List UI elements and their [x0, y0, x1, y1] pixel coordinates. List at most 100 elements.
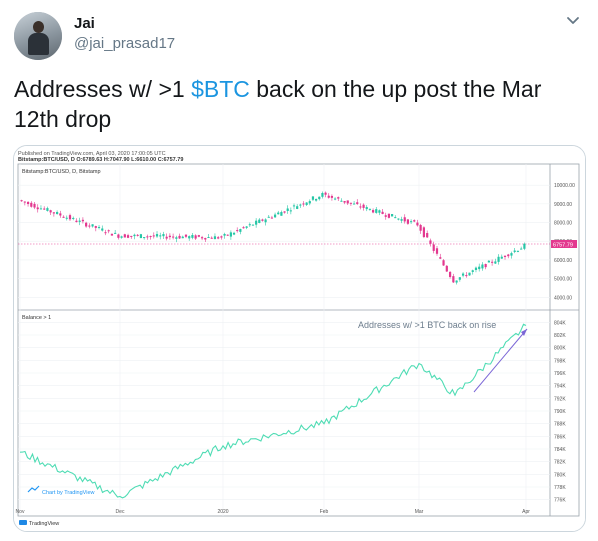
candle-body [200, 237, 204, 239]
candle-body [491, 261, 494, 263]
price-tick-label: 8000.00 [554, 221, 572, 227]
balance-tick-label: 776K [554, 498, 566, 504]
candle-body [343, 201, 346, 203]
candle-body [474, 267, 478, 270]
chart-annotation: Addresses w/ >1 BTC back on rise [358, 320, 496, 330]
candle-body [245, 226, 248, 228]
footer-logo-text: TradingView [29, 521, 59, 527]
price-tick-label: 10000.00 [554, 183, 575, 189]
candle-body [429, 240, 432, 244]
candle-body [318, 196, 321, 200]
candle-body [308, 201, 311, 204]
candle-body [286, 208, 289, 211]
trend-arrow-head [521, 329, 527, 336]
candle-body [258, 219, 261, 223]
candle-body [220, 236, 223, 238]
candle-body [510, 253, 513, 256]
candle-body [33, 203, 36, 208]
candle-body [394, 217, 397, 219]
candle-body [94, 226, 97, 228]
candle-body [146, 236, 149, 238]
candle-body [226, 234, 229, 236]
trend-arrow-line [473, 328, 528, 393]
ohlc-text: Bitstamp:BTC/USD, D O:6789.63 H:7047.90 … [18, 157, 183, 163]
candle-body [387, 213, 391, 218]
candle-body [267, 216, 270, 218]
published-text: Published on TradingView.com, April 03, … [18, 151, 166, 157]
candle-body [324, 192, 327, 195]
candle-body [264, 219, 267, 223]
candle-body [435, 248, 439, 254]
candle-body [155, 234, 159, 237]
balance-tick-label: 786K [554, 434, 566, 440]
candle-body [359, 206, 362, 208]
candle-body [197, 235, 200, 237]
last-price-badge [551, 240, 577, 248]
balance-tick-label: 792K [554, 396, 566, 402]
candle-body [465, 275, 468, 277]
candle-body [289, 210, 292, 212]
candle-body [503, 255, 507, 257]
candle-body [452, 276, 455, 283]
candle-body [416, 222, 419, 226]
balance-tick-label: 784K [554, 447, 566, 453]
balance-tick-label: 778K [554, 485, 566, 491]
candle-body [120, 236, 123, 238]
author-name[interactable]: Jai [74, 15, 95, 32]
candle-body [248, 224, 251, 226]
candle-body [39, 208, 43, 210]
candle-body [85, 222, 88, 227]
cashtag-link[interactable]: $BTC [191, 76, 250, 102]
candle-body [442, 260, 445, 266]
tradingview-watermark: Chart by TradingView [27, 485, 95, 496]
candle-body [455, 280, 458, 283]
author-handle[interactable]: @jai_prasad17 [74, 35, 176, 52]
avatar[interactable] [14, 12, 62, 60]
chevron-down-icon[interactable] [566, 16, 580, 26]
candle-body [277, 212, 280, 215]
tradingview-logo: TradingView [19, 520, 59, 527]
candle-body [349, 202, 353, 204]
candle-body [337, 197, 340, 199]
candle-body [101, 228, 104, 231]
candle-body [426, 233, 429, 238]
candle-body [75, 220, 78, 223]
candle-body [210, 237, 213, 239]
candle-body [280, 212, 283, 216]
balance-tick-label: 788K [554, 422, 566, 428]
balance-tick-label: 798K [554, 358, 566, 364]
candle-body [172, 236, 175, 238]
candle-body [239, 229, 242, 232]
lower-pane-label: Balance > 1 [22, 315, 51, 321]
balance-tick-label: 802K [554, 333, 566, 339]
candle-body [270, 217, 274, 219]
balance-line [19, 323, 527, 499]
candle-body [497, 256, 500, 262]
candle-body [327, 195, 330, 198]
price-tick-label: 9000.00 [554, 202, 572, 208]
candle-body [445, 265, 448, 272]
candle-body [321, 193, 324, 197]
x-tick-label: Apr [522, 509, 530, 515]
candle-body [52, 212, 55, 214]
tweet-image[interactable]: Published on TradingView.com, April 03, … [13, 145, 586, 532]
candle-body [62, 216, 65, 218]
candle-body [261, 219, 264, 221]
candle-body [194, 235, 197, 239]
candle-body [471, 270, 474, 272]
candle-body [419, 224, 422, 231]
candle-body [26, 202, 30, 205]
candle-body [30, 202, 33, 207]
candle-body [461, 273, 465, 276]
candle-body [46, 208, 49, 211]
candle-body [55, 212, 59, 215]
candle-body [409, 221, 413, 223]
candle-body [305, 202, 308, 205]
tweet-text: Addresses w/ >1 $BTC back on the up post… [14, 74, 574, 134]
candle-body [175, 237, 178, 239]
candle-body [130, 235, 133, 237]
x-tick-label: Nov [16, 509, 25, 515]
candle-body [302, 203, 305, 205]
candle-body [81, 219, 85, 222]
candle-body [204, 237, 207, 240]
